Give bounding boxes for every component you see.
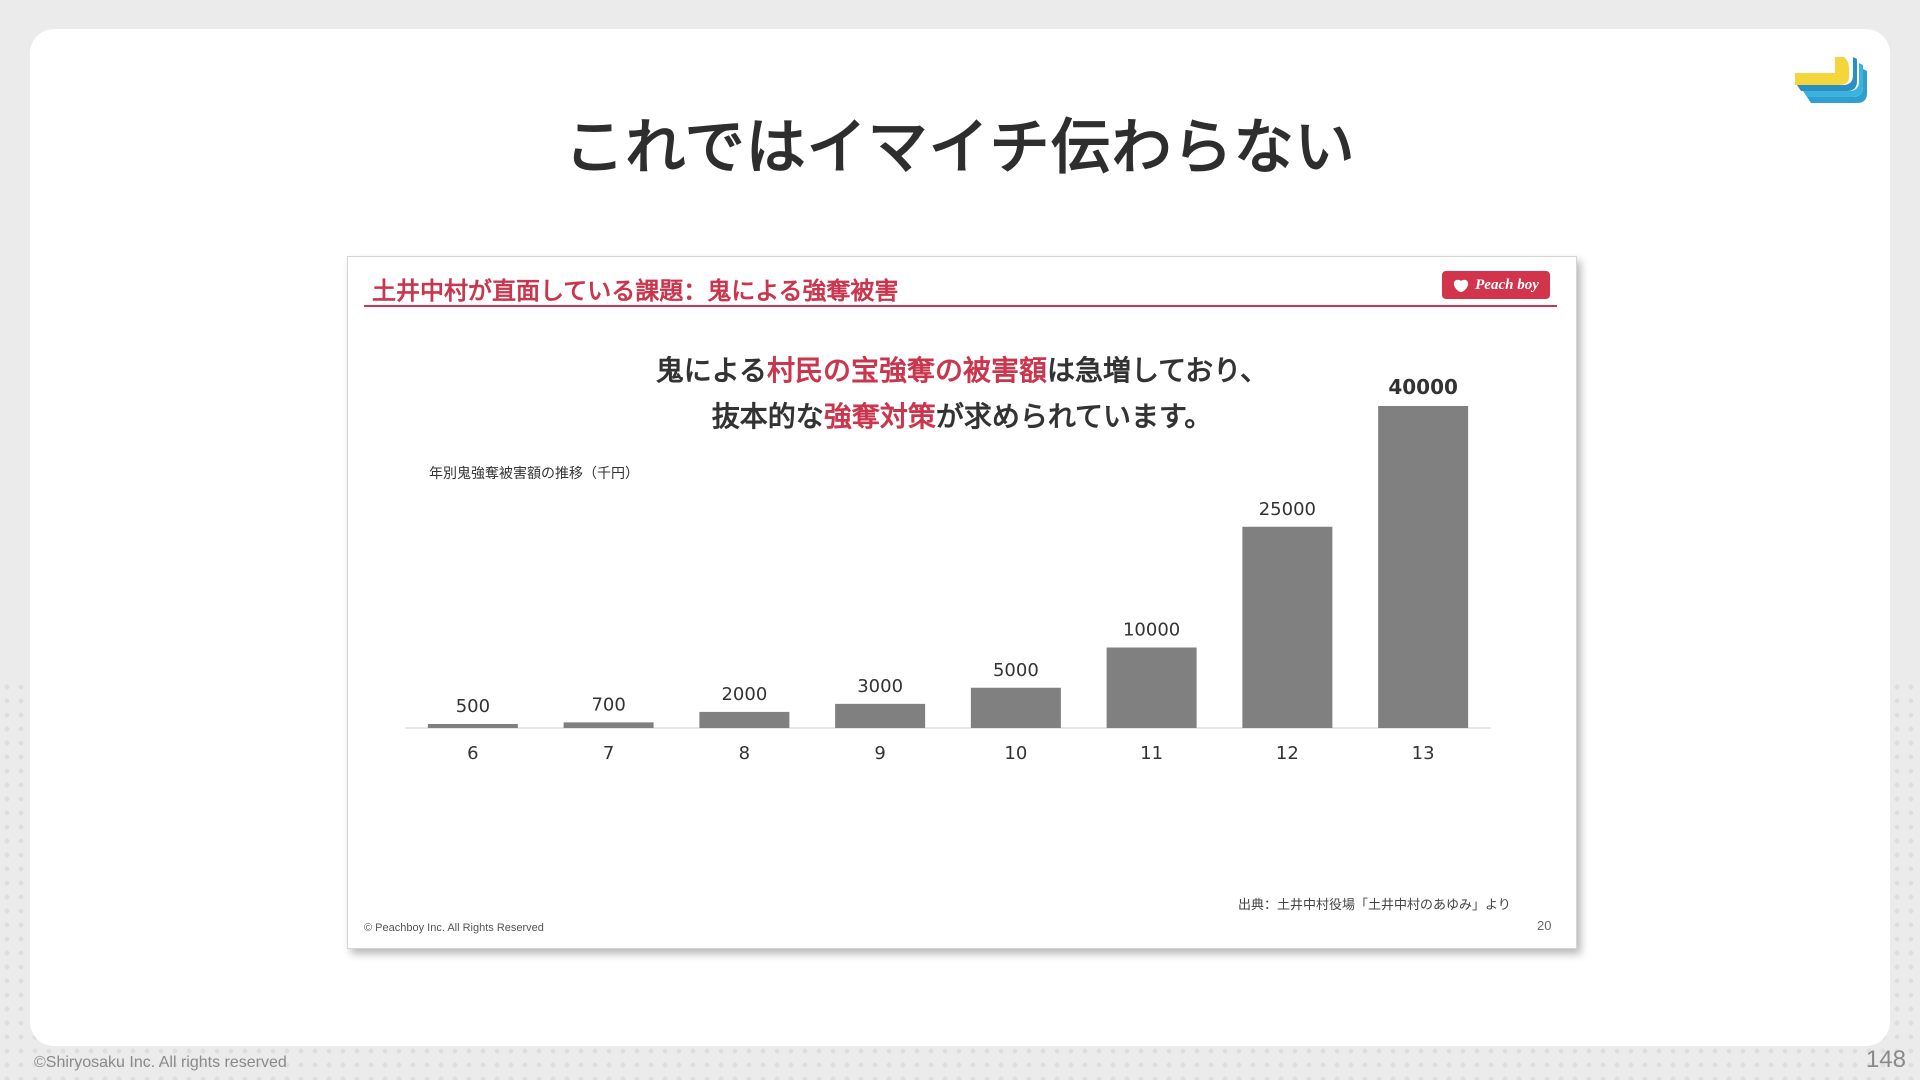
data-label-6: 500 [456,696,490,717]
bar-10 [970,687,1061,728]
x-tick-label-10: 10 [1004,743,1027,764]
embedded-slide: 土井中村が直面している課題：鬼による強奪被害 Peach boy 鬼による村民の… [347,256,1577,949]
x-tick-label-7: 7 [603,743,614,764]
message-line-1-pre: 鬼による [655,354,767,387]
message-line-2-highlight: 強奪対策 [823,400,936,433]
message-line-1-highlight: 村民の宝強奪の被害額 [766,354,1047,387]
stacked-layers-icon [1795,57,1867,103]
bar-8 [699,711,790,728]
x-tick-label-11: 11 [1140,743,1163,764]
x-tick-label-12: 12 [1276,743,1299,764]
data-label-12: 25000 [1259,499,1316,520]
x-tick-label-8: 8 [739,743,750,764]
message-line-1: 鬼による村民の宝強奪の被害額は急増しており、 [348,349,1576,389]
data-label-7: 700 [591,694,625,715]
peach-boy-badge: Peach boy [1442,271,1550,299]
message-line-2-pre: 抜本的な [711,400,824,433]
message-line-2-post: が求められています。 [935,400,1213,433]
x-tick-label-6: 6 [467,743,478,764]
bar-13 [1378,406,1469,728]
page-title: これではイマイチ伝わらない [564,113,1356,183]
x-tick-label-13: 13 [1412,743,1435,764]
slide-heading: 土井中村が直面している課題：鬼による強奪被害 [372,277,899,305]
message-line-1-post: は急増しており、 [1046,354,1269,387]
page-number: 148 [1865,1046,1906,1073]
x-tick-label-9: 9 [874,743,885,764]
footer-copyright: ©Shiryosaku Inc. All rights reserved [34,1054,287,1071]
slide-copyright: © Peachboy Inc. All Rights Reserved [364,922,544,934]
bar-chart: 500 6 700 7 2000 8 3000 9 5000 10 10000 11 25000 12 40… [405,375,1491,764]
bar-12 [1242,526,1333,728]
bar-11 [1106,647,1197,728]
data-label-9: 3000 [857,676,903,697]
peach-icon [1453,279,1469,292]
badge-label: Peach boy [1475,276,1539,293]
data-label-13: 40000 [1388,375,1458,399]
bar-7 [563,722,654,728]
heading-divider [364,305,1557,307]
message-line-2: 抜本的な強奪対策が求められています。 [348,395,1576,435]
bar-9 [835,703,926,728]
data-label-10: 5000 [993,660,1039,681]
data-label-8: 2000 [721,684,767,705]
bar-6 [427,723,518,728]
chart-title: 年別鬼強奪被害額の推移（千円） [429,466,639,482]
source-note: 出典：土井中村役場「土井中村のあゆみ」より [1238,898,1511,913]
slide-number: 20 [1537,918,1552,933]
data-label-11: 10000 [1123,620,1180,641]
